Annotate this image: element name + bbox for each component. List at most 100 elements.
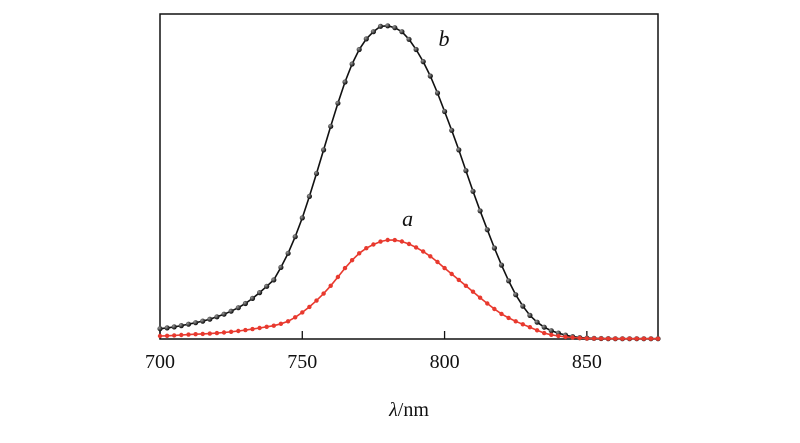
series-b-point-1 [164, 325, 170, 331]
series-a-point-10 [228, 329, 234, 334]
series-b-point-26 [342, 79, 348, 85]
series-a-point-69 [648, 336, 654, 341]
series-b-point-47 [491, 245, 497, 251]
series-a-point-68 [641, 336, 646, 341]
series-b-point-50 [513, 292, 519, 298]
series-a-point-63 [606, 336, 611, 341]
x-tick-label-700: 700 [145, 351, 175, 373]
x-tick-label-800: 800 [430, 351, 460, 373]
series-label-b: b [438, 26, 449, 51]
series-a-point-14 [257, 325, 262, 331]
series-b-point-40 [442, 108, 448, 115]
series-b-point-51 [520, 303, 526, 309]
series-a-point-25 [335, 274, 341, 280]
series-b-point-33 [392, 25, 398, 31]
series-a-point-28 [357, 251, 362, 256]
series-a-point-57 [563, 334, 568, 340]
series-b-point-32 [385, 23, 391, 29]
series-b-point-24 [328, 123, 334, 129]
series-b-point-44 [470, 188, 476, 194]
series-a-point-31 [378, 239, 383, 244]
series-a-point-43 [463, 283, 469, 288]
series-b-point-9 [221, 311, 227, 317]
series-a-point-9 [221, 330, 227, 335]
series-a-point-27 [349, 258, 355, 263]
series-a-point-56 [556, 333, 561, 339]
series-a-point-53 [534, 328, 540, 333]
series-a-point-8 [214, 330, 220, 336]
series-a-point-41 [449, 271, 454, 277]
series-a-point-42 [456, 277, 461, 283]
series-a-point-15 [264, 324, 269, 329]
series-a-point-22 [314, 298, 319, 303]
series-a-point-59 [577, 335, 582, 341]
series-b-point-12 [242, 300, 248, 307]
series-b-point-21 [306, 193, 312, 199]
series-a-point-23 [321, 291, 326, 296]
series-a-point-39 [435, 259, 440, 265]
series-b-point-31 [377, 23, 384, 29]
series-b-point-23 [321, 147, 327, 153]
series-a-point-60 [584, 336, 590, 341]
series-b-point-43 [463, 168, 469, 174]
series-b-point-14 [257, 290, 263, 296]
series-a-point-46 [485, 301, 490, 306]
series-b-point-11 [235, 305, 241, 311]
series-a-point-32 [385, 237, 390, 243]
series-b-point-49 [506, 278, 512, 284]
x-axis-label-symbol: λ [388, 399, 398, 421]
series-a-point-2 [172, 333, 177, 338]
series-b-point-41 [449, 127, 455, 133]
series-b-point-39 [434, 90, 441, 96]
series-a-point-48 [499, 311, 504, 317]
series-a-point-36 [413, 245, 419, 250]
series-a-point-55 [549, 332, 554, 337]
series-a-point-58 [570, 335, 575, 340]
series-b-point-3 [178, 323, 184, 329]
series-a-point-51 [520, 322, 525, 327]
series-a-point-40 [442, 265, 447, 271]
series-b-point-38 [427, 73, 433, 79]
series-b-point-4 [185, 321, 192, 327]
series-a-point-66 [627, 336, 632, 341]
x-axis-label-unit: /nm [398, 399, 430, 421]
series-b-line [159, 24, 658, 340]
series-a-point-24 [328, 283, 333, 288]
series-b-point-42 [456, 147, 462, 153]
series-a-point-70 [655, 336, 661, 341]
series-a-point-21 [307, 304, 312, 310]
series-a-point-17 [278, 321, 284, 326]
series-a-point-4 [186, 332, 191, 337]
series-a-point-54 [542, 330, 547, 336]
series-b-point-5 [193, 320, 199, 326]
series-a-line [159, 239, 658, 340]
series-a-point-16 [271, 323, 276, 328]
series-b-point-20 [299, 215, 305, 221]
series-b-point-2 [171, 324, 177, 330]
series-a-point-3 [179, 332, 184, 338]
series-a-point-29 [364, 246, 369, 251]
series-b-point-45 [477, 208, 483, 214]
series-a-point-20 [300, 310, 305, 315]
series-b-point-7 [207, 316, 213, 322]
series-a-point-1 [164, 333, 170, 338]
series-b-point-29 [363, 36, 369, 42]
series-b-point-48 [498, 262, 505, 268]
series-b-point-46 [484, 227, 490, 233]
series-a-point-49 [506, 315, 511, 321]
series-a-point-67 [634, 336, 639, 341]
x-tick-label-850: 850 [572, 351, 602, 373]
series-a-point-7 [207, 331, 212, 336]
series-b-point-8 [214, 314, 220, 320]
series-b [157, 23, 661, 342]
series-a-point-5 [193, 332, 198, 337]
series-a-point-11 [236, 328, 241, 334]
series-a-point-19 [293, 315, 298, 320]
series-a-point-0 [157, 333, 163, 339]
plot-frame [159, 13, 659, 340]
series-a-point-38 [428, 254, 433, 259]
series-a-point-64 [613, 336, 618, 341]
series-a-point-26 [342, 265, 348, 271]
series-a-point-50 [513, 319, 518, 324]
series-b-point-16 [271, 277, 277, 283]
